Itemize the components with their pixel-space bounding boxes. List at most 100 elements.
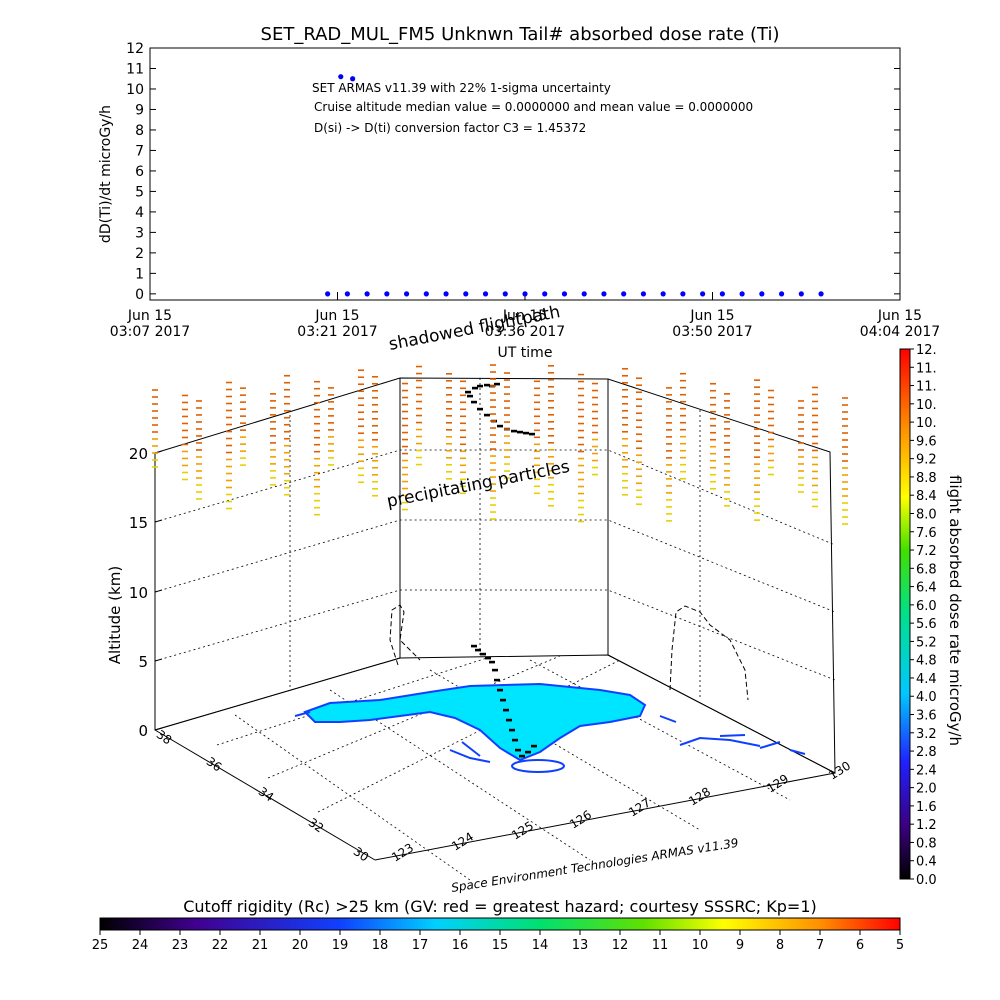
colorbar-tick-label: 3.6: [916, 709, 937, 724]
track-mark: [497, 424, 503, 428]
y-axis-label: dD(Ti)/dt microGy/h: [98, 105, 114, 243]
latitude-tick-label: 34: [256, 784, 277, 804]
data-point: [522, 291, 528, 297]
floor-lat-edge: [154, 729, 376, 861]
track-mark: [511, 429, 517, 433]
data-point: [350, 76, 356, 82]
rigidity-tick-label: 22: [212, 938, 229, 953]
data-point: [601, 291, 607, 297]
track-mark: [477, 384, 483, 388]
rigidity-tick-label: 25: [92, 938, 109, 953]
colorbar-tick-label: 3.2: [916, 727, 937, 742]
rigidity-tick-label: 23: [172, 938, 189, 953]
x-tick-time: 04:04 2017: [860, 324, 940, 340]
longitude-tick-label: 124: [449, 830, 476, 854]
rigidity-tick-label: 21: [252, 938, 269, 953]
coastline-fragments: [294, 711, 806, 763]
annotation-conversion: D(si) -> D(ti) conversion factor C3 = 1.…: [314, 121, 586, 135]
colorbar-tick-label: 5.6: [916, 617, 937, 632]
colorbar-tick-label: 10.: [916, 416, 937, 431]
dose-colorbar: 0.0 0.4 0.8 1.2 1.6 2.0 2.4 2.8 3.2 3.6 4.0 4.4 4.8 5…: [899, 343, 964, 888]
colorbar-tick-label: 7.6: [916, 526, 937, 541]
data-point: [502, 291, 508, 297]
altitude-tick-label: 20: [129, 445, 148, 463]
y-tick-label: 0: [135, 287, 144, 303]
shadow-path-left: [389, 604, 421, 666]
colorbar-tick-label: 6.0: [916, 599, 937, 614]
x-tick-date: Jun 15: [502, 308, 547, 324]
track-mark: [503, 708, 509, 712]
data-point: [325, 291, 331, 297]
box-outline: [154, 377, 836, 774]
rigidity-tick-label: 19: [332, 938, 349, 953]
track-mark: [515, 748, 521, 752]
data-point: [463, 291, 469, 297]
track-mark: [484, 413, 490, 417]
data-point: [482, 291, 489, 297]
altitude-tick: [154, 658, 163, 662]
data-series: [325, 74, 824, 297]
colorbar-tick-label: 8.4: [916, 489, 937, 504]
precipitating-particles-label: precipitating particles: [385, 457, 571, 512]
colorbar-tick-label: 0.0: [916, 873, 937, 888]
rigidity-tick-label: 18: [372, 938, 389, 953]
data-point: [581, 291, 587, 297]
particle-columns: [152, 364, 848, 525]
colorbar-tick-label: 6.4: [916, 581, 937, 596]
y-tick-label: 3: [135, 225, 144, 241]
credit-text: Space Environment Technologies ARMAS v11…: [450, 836, 739, 895]
island-jeju: [511, 759, 565, 773]
track-mark: [467, 394, 473, 398]
data-point: [778, 291, 785, 297]
data-point: [542, 291, 548, 297]
data-point: [640, 291, 647, 297]
rigidity-tick-label: 12: [612, 938, 629, 953]
latitude-tick-label: 38: [154, 727, 175, 747]
colorbar-tick-label: 2.0: [916, 782, 937, 797]
latitude-tick-label: 32: [306, 815, 327, 835]
colorbar-tick-label: 8.0: [916, 507, 937, 522]
track-mark: [494, 382, 500, 386]
x-tick-time: 03:07 2017: [110, 324, 190, 340]
track-mark: [477, 407, 483, 411]
altitude-tick: [154, 589, 163, 593]
rigidity-colorbar: Cutoff rigidity (Rc) >25 km (GV: red = g…: [92, 897, 904, 953]
track-mark: [512, 738, 518, 742]
altitude-tick: [154, 519, 163, 523]
track-mark: [472, 386, 478, 390]
rigidity-tick-label: 9: [736, 938, 744, 953]
colorbar-tick-label: 5.2: [916, 635, 937, 650]
data-point: [338, 74, 344, 80]
y-tick-label: 5: [135, 184, 144, 200]
y-tick-label: 7: [135, 143, 144, 159]
y-tick-label: 8: [135, 123, 144, 139]
altitude-axis: 0 5 10 15 20: [129, 445, 163, 740]
y-tick-label: 12: [126, 41, 144, 57]
x-tick-time: 03:21 2017: [297, 324, 377, 340]
colorbar-tick-label: 2.4: [916, 763, 937, 778]
track-mark: [485, 656, 491, 660]
rigidity-tick-label: 20: [292, 938, 309, 953]
rigidity-colorbar-ramp: [99, 917, 901, 931]
rigidity-tick-label: 24: [132, 938, 149, 953]
altitude-tick-label: 15: [129, 514, 148, 532]
colorbar-tick-label: 1.2: [916, 818, 937, 833]
data-point: [680, 291, 686, 297]
rigidity-tick-label: 14: [532, 938, 549, 953]
colorbar-tick-label: 11.: [916, 361, 937, 376]
rigidity-tick-label: 8: [776, 938, 784, 953]
track-mark: [523, 431, 529, 435]
track-mark: [484, 383, 490, 387]
track-mark: [509, 728, 515, 732]
longitude-tick-label: 129: [764, 772, 791, 796]
y-tick-label: 2: [135, 246, 144, 262]
longitude-tick-label: 123: [389, 841, 416, 865]
data-point: [443, 291, 449, 297]
floor-lon-edge: [374, 772, 836, 861]
rigidity-tick-label: 5: [896, 938, 904, 953]
shadow-path-right: [669, 605, 749, 701]
altitude-tick-label: 10: [129, 584, 148, 602]
y-tick-label: 1: [135, 266, 144, 282]
